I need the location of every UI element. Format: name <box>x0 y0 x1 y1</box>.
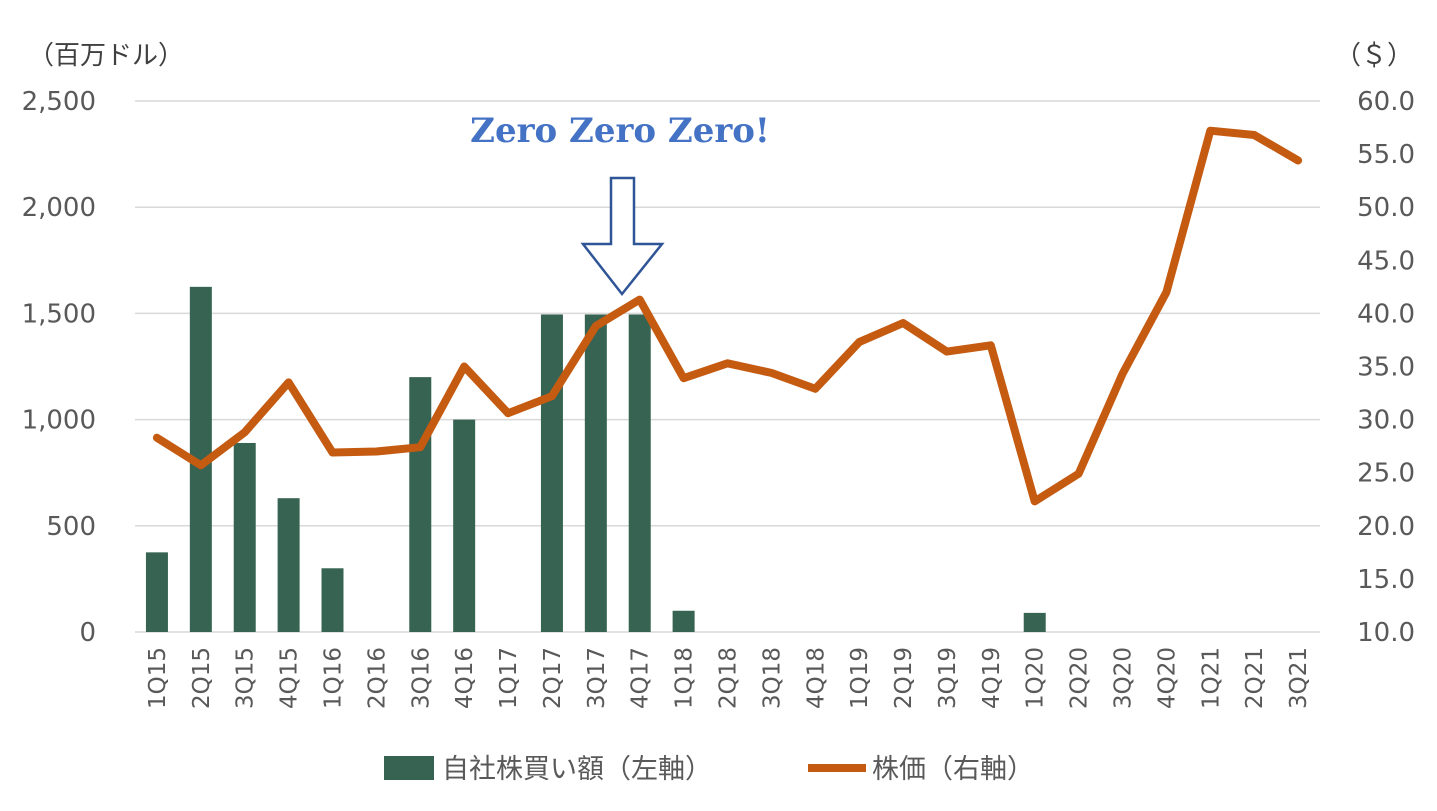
right-tick-label: 15.0 <box>1357 565 1415 595</box>
x-tick-label: 4Q19 <box>979 647 1005 709</box>
bar-1Q18 <box>672 610 695 632</box>
x-tick-label: 3Q15 <box>233 647 259 709</box>
x-tick-label: 3Q21 <box>1286 647 1312 709</box>
left-tick-label: 2,000 <box>22 193 96 223</box>
legend-label-stock-price: 株価（右軸） <box>872 754 1034 785</box>
x-tick-label: 2Q21 <box>1242 647 1268 709</box>
legend: 自社株買い額（左軸） 株価（右軸） <box>384 754 1034 785</box>
x-tick-label: 4Q16 <box>452 647 478 709</box>
right-tick-label: 55.0 <box>1357 140 1415 170</box>
x-tick-label: 2Q18 <box>716 647 742 709</box>
bar-3Q17 <box>584 314 607 632</box>
x-tick-label: 4Q17 <box>628 647 654 709</box>
right-tick-label: 45.0 <box>1357 246 1415 276</box>
bar-2Q15 <box>189 286 212 632</box>
line-series-stock-price <box>152 126 1303 506</box>
right-tick-label: 40.0 <box>1357 299 1415 329</box>
x-tick-label: 3Q20 <box>1111 647 1137 709</box>
bar-1Q16 <box>321 568 344 632</box>
x-tick-label: 2Q16 <box>364 647 390 709</box>
x-tick-label: 3Q19 <box>935 647 961 709</box>
right-tick-label: 60.0 <box>1357 87 1415 117</box>
legend-swatch-buyback <box>384 756 434 780</box>
right-tick-label: 10.0 <box>1357 618 1415 648</box>
bar-4Q16 <box>453 419 476 632</box>
bar-series-buyback <box>145 286 1046 632</box>
left-tick-label: 500 <box>46 512 96 542</box>
bar-1Q15 <box>145 552 168 632</box>
bar-3Q15 <box>233 442 256 632</box>
stock-price-line <box>152 126 1303 506</box>
x-tick-label: 4Q18 <box>803 647 829 709</box>
left-axis-unit: （百万ドル） <box>28 41 184 71</box>
x-tick-label: 1Q21 <box>1198 647 1224 709</box>
left-tick-label: 0 <box>79 618 96 648</box>
x-tick-label: 3Q16 <box>408 647 434 709</box>
x-tick-label: 3Q18 <box>759 647 785 709</box>
x-tick-label: 4Q15 <box>277 647 303 709</box>
left-tick-label: 1,500 <box>22 299 96 329</box>
x-tick-label: 3Q17 <box>584 647 610 709</box>
gridlines <box>135 100 1320 633</box>
right-tick-label: 20.0 <box>1357 512 1415 542</box>
left-tick-label: 2,500 <box>22 87 96 117</box>
right-tick-label: 30.0 <box>1357 406 1415 436</box>
bar-2Q17 <box>540 314 563 632</box>
x-tick-label: 2Q20 <box>1067 647 1093 709</box>
x-tick-label: 2Q19 <box>891 647 917 709</box>
x-tick-label: 1Q15 <box>145 647 171 709</box>
x-tick-label: 1Q16 <box>321 647 347 709</box>
right-tick-label: 35.0 <box>1357 353 1415 383</box>
x-tick-label: 2Q17 <box>540 647 566 709</box>
x-tick-label: 1Q18 <box>672 647 698 709</box>
right-tick-label: 25.0 <box>1357 459 1415 489</box>
bar-4Q17 <box>628 314 651 632</box>
annotation: Zero Zero Zero! <box>470 111 770 297</box>
legend-label-buyback: 自社株買い額（左軸） <box>442 754 712 785</box>
x-tick-label: 1Q19 <box>847 647 873 709</box>
x-tick-label: 2Q15 <box>189 647 215 709</box>
right-axis-unit: （＄） <box>1335 41 1413 71</box>
x-tick-label: 1Q17 <box>496 647 522 709</box>
right-tick-label: 50.0 <box>1357 193 1415 223</box>
annotation-text: Zero Zero Zero! <box>470 111 770 151</box>
x-axis-ticks: 1Q15 2Q15 3Q15 4Q15 1Q16 2Q16 3Q16 4Q16 1Q17 2Q17… <box>145 647 1312 709</box>
bar-3Q16 <box>409 377 432 632</box>
bar-4Q15 <box>277 498 300 632</box>
x-tick-label: 4Q20 <box>1154 647 1180 709</box>
left-axis-ticks: 0 500 1,000 1,500 2,000 2,500 <box>22 87 96 648</box>
bar-1Q20 <box>1023 612 1046 632</box>
x-tick-label: 1Q20 <box>1023 647 1049 709</box>
right-axis-ticks: 10.0 15.0 20.0 25.0 30.0 35.0 40.0 45.0 50.0 55.0… <box>1357 87 1415 648</box>
down-arrow-icon <box>580 176 665 297</box>
left-tick-label: 1,000 <box>22 406 96 436</box>
